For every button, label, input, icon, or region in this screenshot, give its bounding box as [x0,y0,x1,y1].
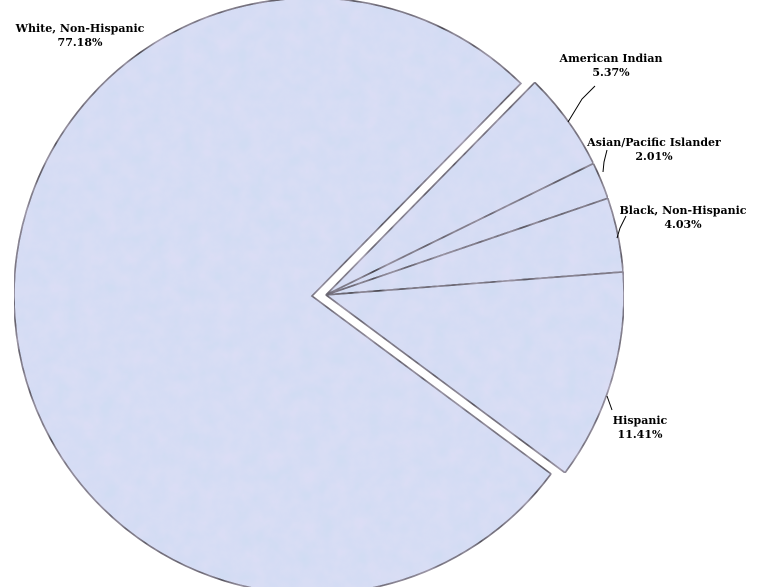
label-american-indian: American Indian 5.37% [559,52,663,79]
label-hispanic-value: 11.41% [618,428,663,441]
leader-line-american-indian [567,85,596,123]
label-black-non-hispanic-value: 4.03% [664,218,702,231]
label-asian-pacific-islander-category: Asian/Pacific Islander [586,136,721,149]
label-american-indian-category: American Indian [559,52,663,65]
label-asian-pacific-islander: Asian/Pacific Islander 2.01% [586,136,721,163]
label-black-non-hispanic: Black, Non-Hispanic 4.03% [620,204,747,231]
slice-hispanic [323,271,625,474]
label-hispanic-category: Hispanic [613,414,668,427]
leader-line-asian-pacific-islander [602,149,608,173]
label-american-indian-value: 5.37% [592,66,630,79]
label-white-non-hispanic-category: White, Non-Hispanic [15,22,145,35]
label-leader-lines [567,85,627,411]
label-white-non-hispanic: White, Non-Hispanic 77.18% [15,22,145,49]
leader-line-black-non-hispanic [616,215,627,239]
label-asian-pacific-islander-value: 2.01% [635,150,673,163]
label-hispanic: Hispanic 11.41% [613,414,668,441]
label-black-non-hispanic-category: Black, Non-Hispanic [620,204,747,217]
slice-labels: White, Non-Hispanic 77.18% American Indian… [15,22,747,441]
pie-slices [13,0,625,587]
slice-white-non-hispanic [13,0,553,587]
label-white-non-hispanic-value: 77.18% [58,36,103,49]
leader-line-hispanic [606,395,613,411]
